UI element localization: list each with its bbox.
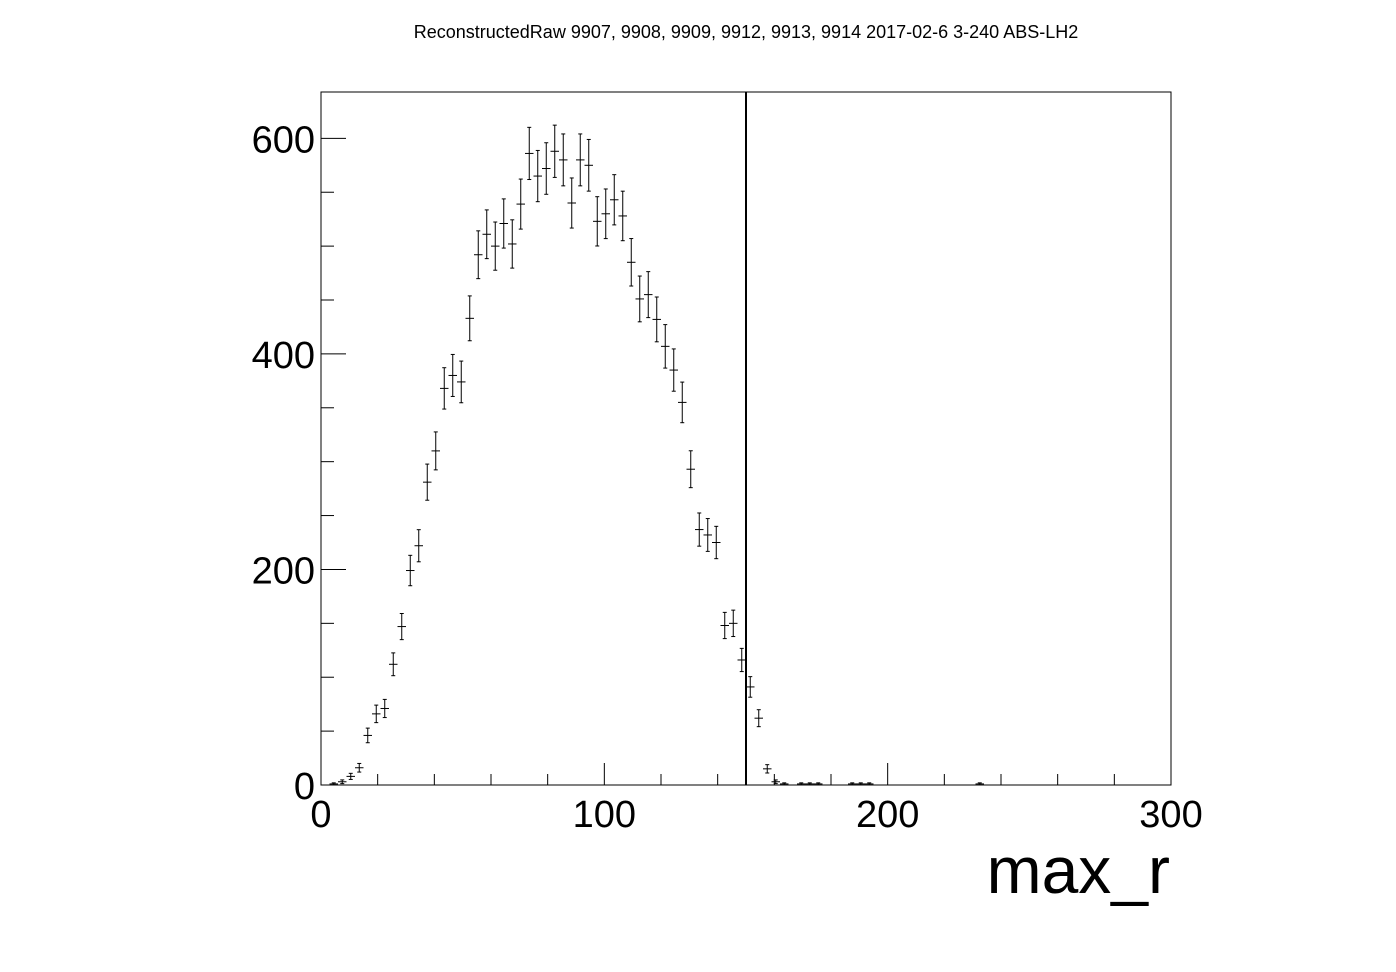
data-point bbox=[610, 174, 619, 226]
data-point bbox=[618, 190, 627, 242]
data-point bbox=[856, 782, 865, 786]
data-point bbox=[678, 381, 687, 424]
data-point bbox=[848, 782, 857, 786]
data-point bbox=[627, 238, 636, 287]
data-point bbox=[746, 676, 755, 698]
data-point bbox=[355, 762, 364, 773]
data-point bbox=[482, 209, 491, 260]
y-tick-label: 400 bbox=[252, 335, 315, 377]
data-point bbox=[516, 178, 525, 230]
data-point bbox=[814, 782, 823, 786]
data-points-group bbox=[329, 124, 984, 786]
y-tick-label: 600 bbox=[252, 119, 315, 161]
data-point bbox=[406, 554, 415, 587]
data-point bbox=[601, 188, 610, 240]
x-tick-label: 300 bbox=[1139, 794, 1202, 836]
data-point bbox=[635, 275, 644, 323]
data-point bbox=[414, 529, 423, 563]
data-point bbox=[525, 126, 534, 181]
data-point bbox=[661, 324, 670, 369]
data-point bbox=[576, 133, 585, 187]
data-point bbox=[431, 431, 440, 471]
x-axis-label: max_r bbox=[987, 833, 1170, 907]
plot-frame-group bbox=[320, 91, 1172, 786]
data-point bbox=[763, 764, 772, 774]
data-point bbox=[737, 647, 746, 673]
x-tick-label: 0 bbox=[310, 794, 331, 836]
y-tick-label: 0 bbox=[294, 766, 315, 808]
data-point bbox=[440, 367, 449, 410]
data-point bbox=[346, 772, 355, 780]
data-point bbox=[372, 704, 381, 724]
data-point bbox=[423, 463, 432, 501]
data-point bbox=[448, 353, 457, 397]
data-point bbox=[780, 782, 789, 786]
data-point bbox=[720, 611, 729, 640]
data-point bbox=[865, 782, 874, 786]
data-point bbox=[695, 512, 704, 547]
data-point bbox=[652, 296, 661, 343]
data-point bbox=[559, 133, 568, 187]
x-tick-label: 100 bbox=[573, 794, 636, 836]
data-point bbox=[465, 295, 474, 342]
y-tick-label: 200 bbox=[252, 550, 315, 592]
data-point bbox=[457, 360, 466, 404]
data-point bbox=[771, 779, 780, 785]
axis-ticks-group: 0 100 200 300 0 200 400 600 bbox=[252, 119, 1203, 836]
data-point bbox=[754, 709, 763, 728]
x-tick-label: 200 bbox=[856, 794, 919, 836]
data-point bbox=[567, 177, 576, 229]
data-point bbox=[542, 142, 551, 195]
data-point bbox=[729, 609, 738, 638]
data-point bbox=[508, 219, 517, 269]
data-point bbox=[329, 782, 338, 786]
data-point bbox=[686, 450, 695, 489]
data-point bbox=[499, 198, 508, 249]
data-point bbox=[338, 779, 347, 785]
data-point bbox=[550, 124, 559, 178]
data-point bbox=[389, 652, 398, 677]
chart-title: ReconstructedRaw 9907, 9908, 9909, 9912,… bbox=[414, 22, 1078, 42]
data-point bbox=[584, 138, 593, 192]
data-point bbox=[380, 698, 389, 719]
data-point bbox=[703, 518, 712, 552]
data-point bbox=[397, 613, 406, 641]
data-point bbox=[712, 525, 721, 560]
data-point bbox=[474, 230, 483, 280]
data-point bbox=[593, 196, 602, 247]
data-point bbox=[805, 782, 814, 786]
data-point bbox=[975, 782, 984, 786]
data-point bbox=[669, 348, 678, 392]
data-point bbox=[491, 221, 500, 271]
data-point bbox=[363, 727, 372, 744]
data-point bbox=[533, 149, 542, 203]
data-point bbox=[644, 271, 653, 319]
data-point bbox=[797, 782, 806, 786]
